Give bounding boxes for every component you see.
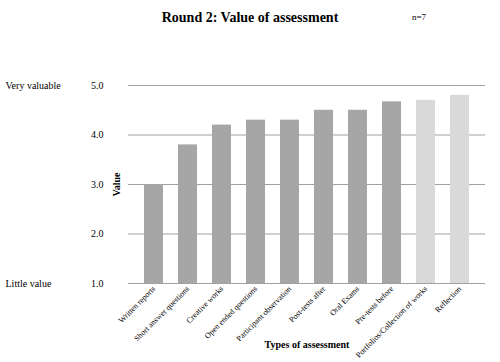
svg-text:2.0: 2.0 <box>91 228 104 239</box>
svg-text:Post-tests after: Post-tests after <box>287 284 327 324</box>
svg-text:Written reports: Written reports <box>116 284 158 325</box>
svg-text:Very valuable: Very valuable <box>6 80 62 91</box>
html-text:Round 2: Value of assessment: Round 2: Value of assessment <box>161 10 339 25</box>
svg-text:Reflection: Reflection <box>433 284 463 314</box>
svg-text:Participant observation: Participant observation <box>235 284 294 343</box>
svg-text:4.0: 4.0 <box>91 129 104 140</box>
svg-text:Short answer questions: Short answer questions <box>132 284 191 343</box>
svg-text:Open ended questions: Open ended questions <box>202 284 260 341</box>
svg-text:1.0: 1.0 <box>91 278 104 289</box>
html-text:n=7: n=7 <box>412 12 427 22</box>
svg-text:Portfolios/Collection of works: Portfolios/Collection of works <box>354 284 429 359</box>
svg-text:Creative works: Creative works <box>184 284 226 326</box>
svg-text:3.0: 3.0 <box>91 179 104 190</box>
svg-text:Oral Exams: Oral Exams <box>328 284 361 317</box>
svg-text:5.0: 5.0 <box>91 80 104 91</box>
svg-text:Pre-tests before: Pre-tests before <box>353 284 396 327</box>
svg-text:Types of assessment: Types of assessment <box>265 339 350 350</box>
svg-text:Little value: Little value <box>6 278 52 289</box>
svg-text:Value: Value <box>111 172 122 197</box>
